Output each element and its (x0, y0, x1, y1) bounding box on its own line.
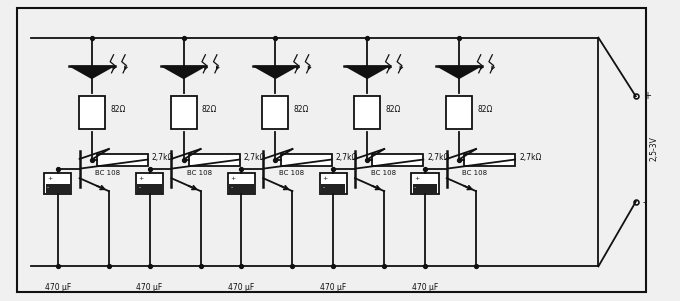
Bar (373, 154, 423, 166)
Text: 470 μF: 470 μF (228, 283, 254, 292)
Bar (320, 173, 347, 194)
Text: 82Ω: 82Ω (294, 105, 309, 114)
Text: BC 108: BC 108 (462, 170, 488, 176)
Text: 82Ω: 82Ω (386, 105, 401, 114)
Polygon shape (346, 66, 388, 78)
Text: 470 μF: 470 μF (320, 283, 346, 292)
Text: +: + (322, 176, 328, 182)
Text: -: - (643, 197, 646, 207)
Text: 2,7kΩ: 2,7kΩ (428, 153, 449, 162)
Text: -: - (139, 185, 141, 190)
Text: 470 μF: 470 μF (45, 283, 71, 292)
Text: 2,7kΩ: 2,7kΩ (152, 153, 174, 162)
Text: BC 108: BC 108 (187, 170, 212, 176)
Text: +: + (231, 176, 236, 182)
Text: 2,5-3V: 2,5-3V (649, 137, 658, 161)
Bar (136, 173, 163, 194)
Text: 2,7kΩ: 2,7kΩ (243, 153, 266, 162)
Text: 470 μF: 470 μF (137, 283, 163, 292)
Text: +: + (414, 176, 420, 182)
Text: BC 108: BC 108 (371, 170, 396, 176)
Text: 2,7kΩ: 2,7kΩ (336, 153, 358, 162)
Bar (464, 154, 515, 166)
Text: -: - (231, 185, 233, 190)
Text: 82Ω: 82Ω (110, 105, 126, 114)
Text: BC 108: BC 108 (95, 170, 120, 176)
Text: -: - (414, 185, 416, 190)
Polygon shape (438, 66, 480, 78)
Text: 82Ω: 82Ω (202, 105, 218, 114)
Bar (97, 154, 148, 166)
Bar (171, 96, 197, 129)
Polygon shape (254, 66, 296, 78)
Bar (321, 184, 345, 194)
Text: -: - (322, 185, 324, 190)
Bar (446, 96, 472, 129)
Bar (46, 184, 70, 194)
Text: 2,7kΩ: 2,7kΩ (520, 153, 541, 162)
Text: +: + (47, 176, 52, 182)
Text: +: + (643, 91, 651, 101)
Bar (262, 96, 288, 129)
Polygon shape (71, 66, 113, 78)
Polygon shape (163, 66, 205, 78)
Text: 82Ω: 82Ω (477, 105, 493, 114)
Bar (79, 96, 105, 129)
Bar (44, 173, 71, 194)
Text: 470 μF: 470 μF (412, 283, 438, 292)
Bar (413, 184, 437, 194)
Bar (137, 184, 162, 194)
Text: -: - (47, 185, 49, 190)
Bar (228, 173, 255, 194)
Bar (229, 184, 254, 194)
Text: +: + (139, 176, 144, 182)
Bar (411, 173, 439, 194)
Bar (189, 154, 240, 166)
Text: BC 108: BC 108 (279, 170, 304, 176)
Bar (354, 96, 380, 129)
Bar (280, 154, 332, 166)
